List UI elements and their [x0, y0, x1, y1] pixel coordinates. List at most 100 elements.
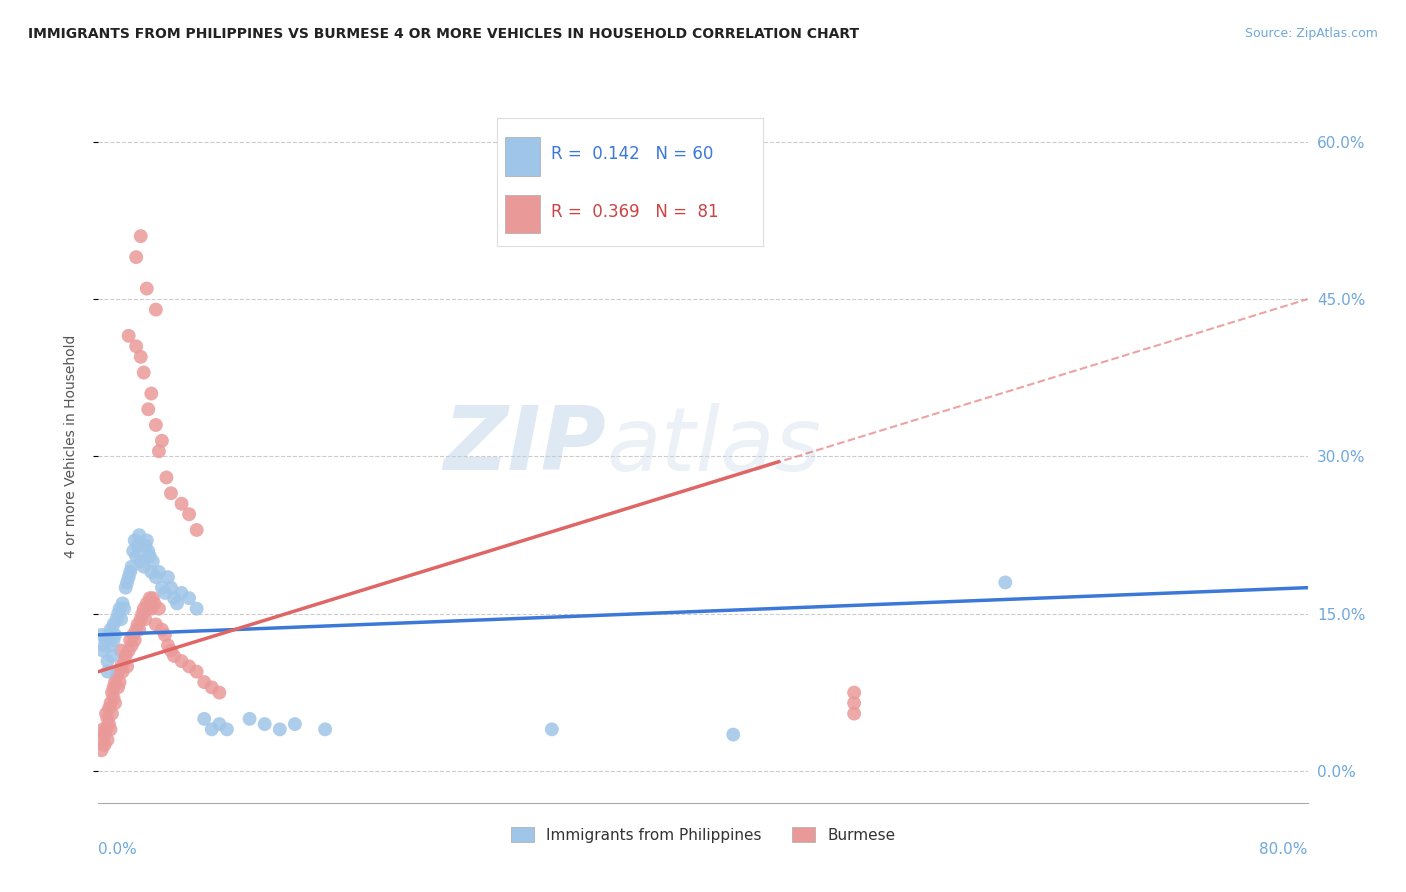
- Point: [153, 586, 176, 600]
- Point: [125, 250, 148, 264]
- Point: [129, 612, 152, 626]
- Point: [193, 712, 215, 726]
- Point: [98, 701, 121, 715]
- Text: IMMIGRANTS FROM PHILIPPINES VS BURMESE 4 OR MORE VEHICLES IN HOUSEHOLD CORRELATI: IMMIGRANTS FROM PHILIPPINES VS BURMESE 4…: [28, 27, 859, 41]
- Point: [179, 507, 201, 521]
- Point: [163, 591, 186, 606]
- Point: [101, 685, 124, 699]
- Point: [844, 696, 866, 710]
- Point: [122, 544, 145, 558]
- Point: [111, 665, 134, 679]
- Text: Source: ZipAtlas.com: Source: ZipAtlas.com: [1244, 27, 1378, 40]
- Point: [179, 659, 201, 673]
- Point: [124, 633, 146, 648]
- Point: [107, 665, 129, 679]
- Point: [122, 628, 145, 642]
- Point: [156, 570, 179, 584]
- Point: [132, 366, 155, 380]
- Point: [215, 723, 238, 737]
- Point: [121, 639, 143, 653]
- Point: [110, 643, 132, 657]
- Point: [132, 601, 155, 615]
- Point: [186, 601, 208, 615]
- Point: [155, 470, 177, 484]
- Point: [96, 654, 118, 668]
- Point: [135, 282, 157, 296]
- Point: [124, 533, 146, 548]
- Point: [118, 328, 141, 343]
- Point: [844, 685, 866, 699]
- Point: [129, 229, 152, 244]
- Point: [129, 554, 152, 568]
- Point: [269, 723, 291, 737]
- Point: [239, 712, 262, 726]
- Point: [141, 601, 163, 615]
- Point: [160, 486, 183, 500]
- Point: [139, 549, 162, 564]
- Point: [121, 559, 143, 574]
- Point: [103, 690, 125, 705]
- Point: [100, 723, 122, 737]
- Point: [179, 591, 201, 606]
- Point: [107, 681, 129, 695]
- Point: [153, 628, 176, 642]
- Point: [91, 732, 114, 747]
- Point: [150, 623, 173, 637]
- Point: [145, 617, 167, 632]
- Point: [120, 565, 142, 579]
- Point: [208, 685, 231, 699]
- Point: [105, 670, 128, 684]
- Point: [112, 654, 135, 668]
- Point: [145, 570, 167, 584]
- Point: [108, 675, 131, 690]
- Point: [96, 665, 118, 679]
- Point: [125, 339, 148, 353]
- Point: [141, 386, 163, 401]
- Point: [104, 628, 127, 642]
- Point: [170, 654, 193, 668]
- Point: [134, 612, 156, 626]
- Point: [90, 628, 112, 642]
- Point: [131, 607, 153, 621]
- Point: [91, 723, 114, 737]
- Point: [129, 350, 152, 364]
- Point: [208, 717, 231, 731]
- Point: [141, 565, 163, 579]
- Point: [314, 723, 336, 737]
- Point: [166, 596, 188, 610]
- Point: [94, 723, 117, 737]
- Point: [150, 434, 173, 448]
- Point: [128, 623, 150, 637]
- Point: [170, 586, 193, 600]
- Point: [186, 523, 208, 537]
- Point: [160, 581, 183, 595]
- Point: [94, 633, 117, 648]
- Point: [127, 539, 149, 553]
- Point: [91, 643, 114, 657]
- Point: [284, 717, 307, 731]
- Point: [994, 575, 1017, 590]
- Point: [118, 570, 141, 584]
- Point: [104, 696, 127, 710]
- Point: [112, 601, 135, 615]
- Point: [108, 601, 131, 615]
- Point: [100, 623, 122, 637]
- Point: [115, 575, 138, 590]
- Point: [136, 544, 159, 558]
- Text: atlas: atlas: [606, 403, 821, 489]
- Legend: Immigrants from Philippines, Burmese: Immigrants from Philippines, Burmese: [505, 821, 901, 848]
- Point: [142, 554, 165, 568]
- Point: [201, 723, 224, 737]
- Point: [148, 601, 170, 615]
- Point: [100, 696, 122, 710]
- Point: [723, 728, 745, 742]
- Point: [93, 728, 115, 742]
- Point: [114, 648, 136, 663]
- Point: [110, 659, 132, 673]
- Point: [142, 591, 165, 606]
- Point: [170, 497, 193, 511]
- Point: [148, 565, 170, 579]
- Point: [127, 617, 149, 632]
- Point: [132, 559, 155, 574]
- Point: [118, 643, 141, 657]
